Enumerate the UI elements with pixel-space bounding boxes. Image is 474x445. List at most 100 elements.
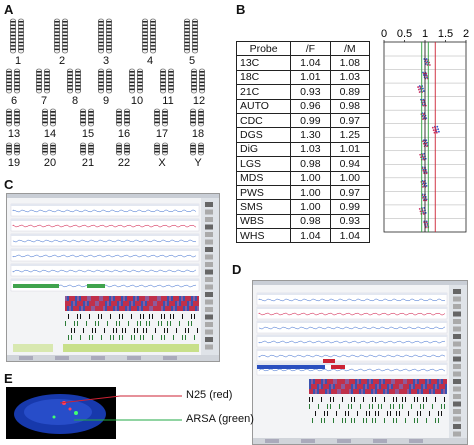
browser-toolbar — [253, 281, 467, 285]
heatmap-cell — [157, 306, 159, 311]
cell-f: 0.96 — [290, 98, 331, 114]
heatmap-cell — [323, 384, 325, 389]
cell-f: 1.01 — [290, 69, 331, 86]
feature-tick — [71, 328, 72, 333]
heatmap-cell — [341, 384, 343, 389]
heatmap-cell — [93, 301, 95, 306]
heatmap-cell — [417, 379, 419, 384]
ideogram-band — [453, 424, 461, 429]
signal-trace — [258, 298, 446, 302]
heatmap-cell — [85, 296, 87, 301]
chromosome-label: 3 — [102, 55, 110, 67]
heatmap-cell — [85, 306, 87, 311]
cell-f: 1.00 — [290, 170, 331, 186]
ruler-tick — [19, 356, 33, 360]
heatmap-cell — [419, 389, 421, 394]
feature-tick — [375, 418, 376, 423]
heatmap-cell — [145, 301, 147, 306]
heatmap-cell — [419, 384, 421, 389]
signal-trace — [258, 354, 446, 358]
feature-tick — [161, 335, 162, 340]
heatmap-cell — [123, 306, 125, 311]
annotation-bar — [63, 344, 199, 352]
chromosome-label: 12 — [192, 95, 206, 107]
heatmap-cell — [405, 379, 407, 384]
heatmap-cell — [315, 389, 317, 394]
heatmap-cell — [317, 389, 319, 394]
table-row: 13C 1.04 1.08 — [235, 55, 371, 71]
feature-tick — [155, 328, 156, 333]
heatmap-cell — [357, 389, 359, 394]
ideogram-band — [205, 269, 213, 275]
header-probe: Probe — [235, 40, 292, 57]
heatmap-cell — [349, 384, 351, 389]
ruler-tick — [265, 439, 279, 443]
feature-tick — [140, 314, 141, 319]
heatmap-cell — [179, 301, 181, 306]
heatmap-cell — [181, 301, 183, 306]
heatmap-cell — [137, 296, 139, 301]
heatmap-cell — [399, 389, 401, 394]
feature-tick — [143, 328, 144, 333]
heatmap-cell — [401, 379, 403, 384]
heatmap-cell — [137, 306, 139, 311]
feature-tick — [309, 397, 310, 402]
heatmap-cell — [191, 296, 193, 301]
heatmap-cell — [361, 384, 363, 389]
heatmap-cell — [159, 296, 161, 301]
heatmap-cell — [413, 389, 415, 394]
feature-tick — [116, 321, 117, 326]
feature-tick — [393, 418, 394, 423]
feature-tick — [333, 397, 334, 402]
feature-tick — [351, 418, 352, 423]
cell-probe: WHS — [235, 228, 292, 244]
chromosome-pair — [36, 68, 50, 94]
heatmap-cell — [181, 306, 183, 311]
karyotype-panel: 1 2 3 4 5 6 7 8 9 10 11 12 13 14 15 16 17 18 19 20 21 22 X Y — [0, 0, 230, 180]
heatmap-cell — [353, 384, 355, 389]
heatmap-cell — [375, 389, 377, 394]
heatmap-cell — [345, 384, 347, 389]
heatmap-cell — [343, 389, 345, 394]
cnv-bar-red — [323, 359, 335, 363]
heatmap-cell — [155, 306, 157, 311]
feature-tick — [327, 411, 328, 416]
heatmap-cell — [401, 384, 403, 389]
feature-tick — [89, 335, 90, 340]
browser-d-svg — [253, 281, 467, 444]
heatmap-cell — [431, 384, 433, 389]
heatmap-cell — [91, 306, 93, 311]
ideogram-band — [453, 371, 461, 377]
ratio-plot: 0 0.5 1 1.5 2 — [380, 28, 472, 233]
feature-tick — [80, 335, 81, 340]
chromosome-label: 13 — [7, 128, 21, 140]
cell-probe: PWS — [235, 184, 292, 201]
heatmap-cell — [69, 301, 71, 306]
chromosome-pair — [6, 142, 20, 156]
heatmap-cell — [375, 384, 377, 389]
feature-tick — [98, 321, 99, 326]
feature-tick — [366, 411, 367, 416]
signal-trace — [12, 209, 197, 213]
heatmap-cell — [353, 379, 355, 384]
heatmap-cell — [363, 384, 365, 389]
heatmap-cell — [91, 296, 93, 301]
cell-m: 0.97 — [329, 112, 371, 129]
heatmap-cell — [185, 296, 187, 301]
heatmap-cell — [187, 301, 189, 306]
feature-tick — [152, 335, 153, 340]
cell-f: 1.03 — [290, 141, 331, 158]
feature-tick — [107, 321, 108, 326]
ratio-point — [422, 72, 425, 75]
heatmap-cell — [431, 379, 433, 384]
heatmap-cell — [317, 379, 319, 384]
heatmap-cell — [371, 389, 373, 394]
heatmap-cell — [357, 384, 359, 389]
heatmap-cell — [133, 296, 135, 301]
heatmap-cell — [119, 296, 121, 301]
cell-probe: MDS — [235, 170, 292, 186]
heatmap-cell — [421, 379, 423, 384]
ideogram-band — [205, 277, 213, 282]
ideogram-band — [453, 364, 461, 369]
feature-tick — [324, 411, 325, 416]
